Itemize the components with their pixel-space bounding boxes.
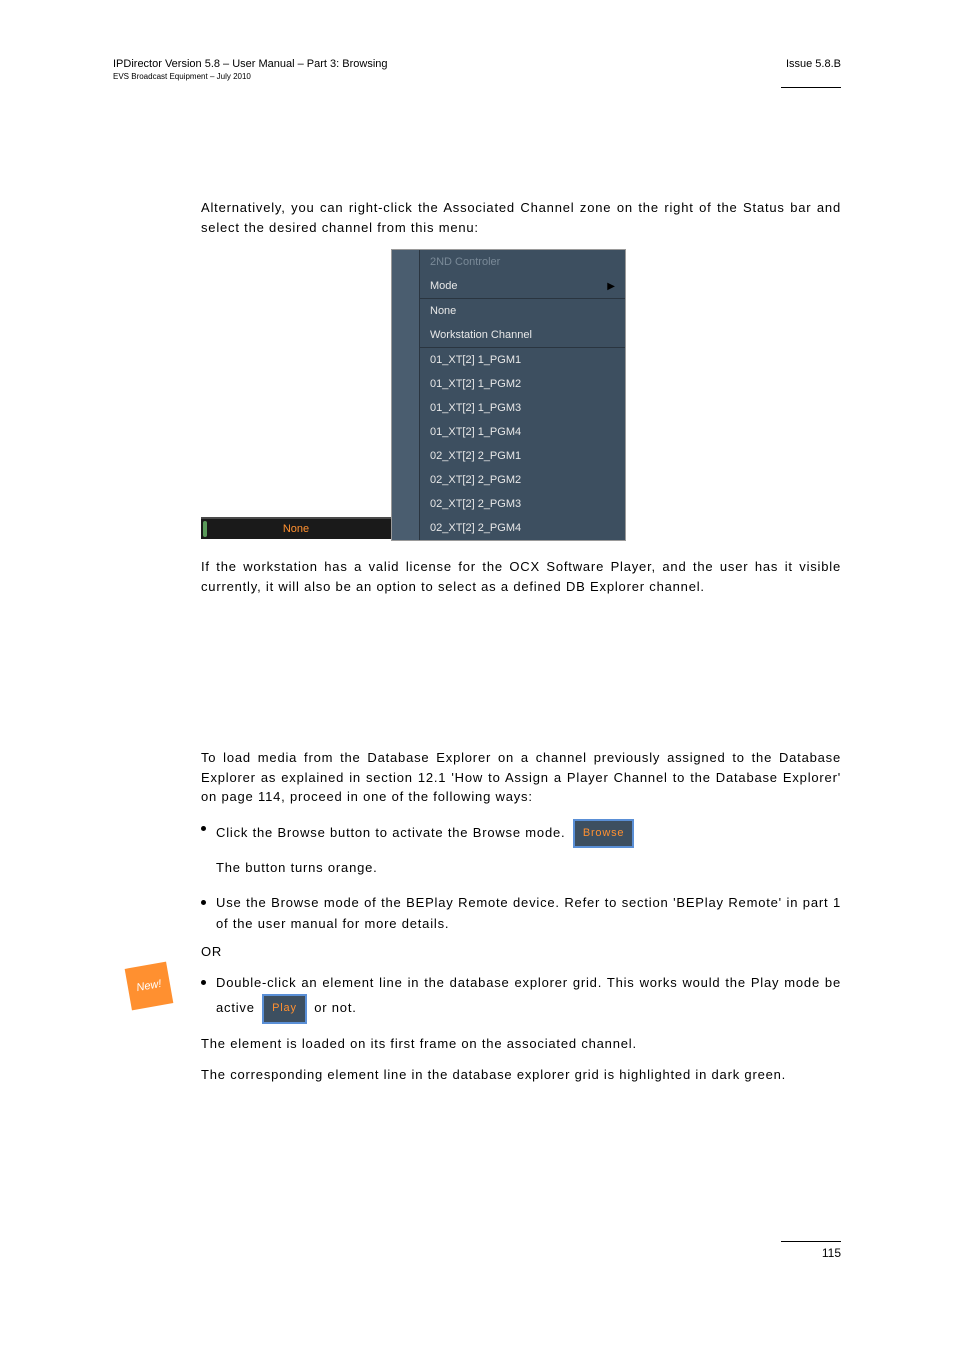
menu-item[interactable]: 02_XT[2] 2_PGM4	[420, 516, 625, 540]
bullet-doubleclick-pre: Double-click an element line in the data…	[216, 975, 841, 1015]
menu-item[interactable]: Mode ▶	[420, 274, 625, 298]
menu-item-label: 02_XT[2] 2_PGM2	[430, 474, 521, 486]
menu-item[interactable]: 02_XT[2] 2_PGM2	[420, 468, 625, 492]
status-bar-channel-zone[interactable]: None	[201, 517, 391, 539]
load-media-paragraph: To load media from the Database Explorer…	[201, 748, 841, 807]
status-bar-label: None	[283, 523, 309, 535]
page-footer: 115	[781, 1241, 841, 1260]
bullet-dot-icon	[201, 980, 206, 985]
browse-button[interactable]: Browse	[573, 819, 634, 849]
header-rule	[781, 87, 841, 88]
bullet-dot-icon	[201, 900, 206, 905]
bullet-browse-sub: The button turns orange.	[216, 858, 841, 879]
menu-item[interactable]: 01_XT[2] 1_PGM2	[420, 372, 625, 396]
menu-item[interactable]: 01_XT[2] 1_PGM4	[420, 420, 625, 444]
bullet-beplay-text: Use the Browse mode of the BEPlay Remote…	[216, 893, 841, 935]
menu-item[interactable]: 02_XT[2] 2_PGM1	[420, 444, 625, 468]
bullet-dot-icon	[201, 826, 206, 831]
menu-item[interactable]: 01_XT[2] 1_PGM3	[420, 396, 625, 420]
or-label: OR	[201, 944, 841, 959]
menu-item-label: 01_XT[2] 1_PGM1	[430, 354, 521, 366]
bullet-doubleclick-post: or not.	[314, 1001, 356, 1016]
submenu-arrow-icon: ▶	[607, 281, 615, 292]
menu-item-label: 2ND Controler	[430, 256, 500, 268]
menu-item-label: 02_XT[2] 2_PGM1	[430, 450, 521, 462]
loaded-paragraph: The element is loaded on its first frame…	[201, 1034, 841, 1054]
menu-item[interactable]: None	[420, 299, 625, 323]
context-menu: 2ND Controler Mode ▶ None Workstation Channe…	[391, 249, 626, 541]
menu-item-label: 01_XT[2] 1_PGM2	[430, 378, 521, 390]
menu-item[interactable]: 01_XT[2] 1_PGM1	[420, 348, 625, 372]
menu-item-label: None	[430, 305, 456, 317]
header-title-right: Issue 5.8.B	[786, 58, 841, 70]
status-bar-handle	[203, 521, 207, 537]
new-badge-label: New!	[136, 978, 163, 994]
intro-paragraph: Alternatively, you can right-click the A…	[201, 198, 841, 237]
header-title-left: IPDirector Version 5.8 – User Manual – P…	[113, 58, 388, 70]
menu-item: 2ND Controler	[420, 250, 625, 274]
menu-item-label: 02_XT[2] 2_PGM3	[430, 498, 521, 510]
page-number: 115	[781, 1246, 841, 1260]
bullet-browse-text: Click the Browse button to activate the …	[216, 825, 570, 840]
bullet-browse: Click the Browse button to activate the …	[201, 819, 841, 849]
play-button[interactable]: Play	[262, 994, 307, 1024]
menu-item-label: Workstation Channel	[430, 329, 532, 341]
ocx-paragraph: If the workstation has a valid license f…	[201, 557, 841, 596]
context-menu-figure: None 2ND Controler Mode ▶ None Workstation C…	[201, 249, 841, 541]
menu-item-label: 01_XT[2] 1_PGM4	[430, 426, 521, 438]
menu-item-label: 01_XT[2] 1_PGM3	[430, 402, 521, 414]
footer-rule	[781, 1241, 841, 1242]
page-header: IPDirector Version 5.8 – User Manual – P…	[113, 58, 841, 81]
highlight-paragraph: The corresponding element line in the da…	[201, 1065, 841, 1085]
header-subtitle-left: EVS Broadcast Equipment – July 2010	[113, 72, 388, 81]
new-badge-icon: New!	[125, 962, 174, 1011]
menu-gutter	[392, 250, 420, 540]
menu-item[interactable]: 02_XT[2] 2_PGM3	[420, 492, 625, 516]
bullet-doubleclick: Double-click an element line in the data…	[201, 973, 841, 1023]
menu-item-label: Mode	[430, 280, 458, 292]
menu-item[interactable]: Workstation Channel	[420, 323, 625, 347]
bullet-beplay: Use the Browse mode of the BEPlay Remote…	[201, 893, 841, 935]
menu-item-label: 02_XT[2] 2_PGM4	[430, 522, 521, 534]
